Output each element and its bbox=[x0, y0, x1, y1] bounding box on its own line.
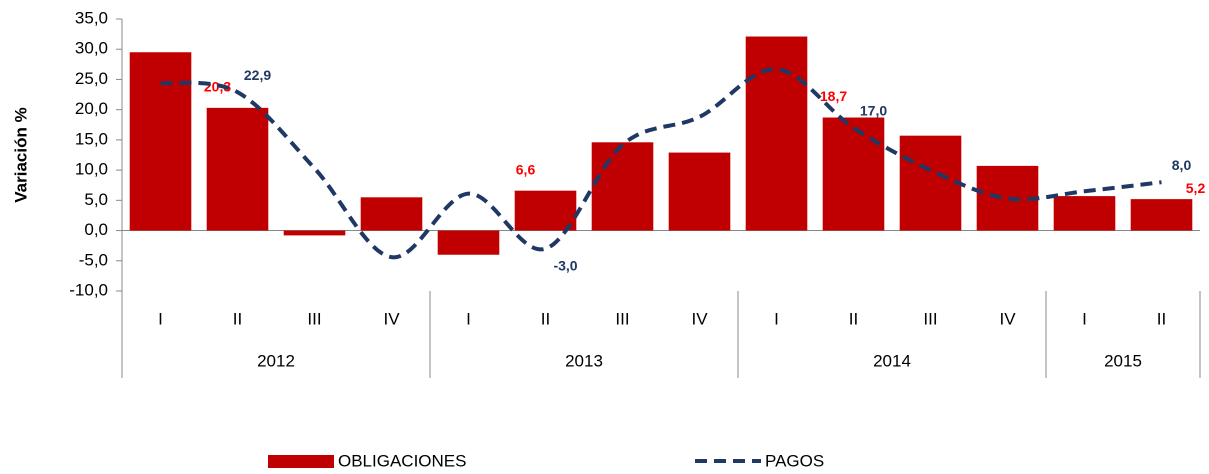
group-label: 2015 bbox=[1104, 351, 1142, 370]
group-label: 2012 bbox=[257, 351, 295, 370]
y-tick-label: 15,0 bbox=[75, 129, 108, 148]
x-tick-label: II bbox=[1157, 309, 1166, 328]
x-tick-label: III bbox=[307, 309, 321, 328]
y-tick-label: 35,0 bbox=[75, 8, 108, 27]
x-tick-label: I bbox=[774, 309, 779, 328]
legend-label: PAGOS bbox=[765, 451, 824, 469]
data-label: 6,6 bbox=[516, 161, 536, 177]
x-tick-label: IV bbox=[691, 309, 708, 328]
x-tick-label: I bbox=[158, 309, 163, 328]
y-tick-label: 30,0 bbox=[75, 39, 108, 58]
y-tick-label: 25,0 bbox=[75, 69, 108, 88]
data-label: 8,0 bbox=[1172, 157, 1192, 173]
group-label: 2014 bbox=[873, 351, 911, 370]
data-label: 5,2 bbox=[1186, 180, 1206, 196]
bar bbox=[1130, 199, 1193, 231]
bar bbox=[745, 36, 808, 231]
bar bbox=[129, 52, 192, 231]
y-tick-label: 5,0 bbox=[84, 190, 108, 209]
y-tick-label: -10,0 bbox=[69, 280, 108, 299]
y-tick-label: -5,0 bbox=[79, 250, 108, 269]
bar bbox=[514, 190, 577, 231]
y-tick-label: 0,0 bbox=[84, 220, 108, 239]
y-axis-label: Variación % bbox=[11, 107, 30, 202]
data-label: 22,9 bbox=[244, 67, 271, 83]
x-tick-label: IV bbox=[999, 309, 1016, 328]
x-tick-label: II bbox=[541, 309, 550, 328]
bar bbox=[360, 197, 423, 231]
group-label: 2013 bbox=[565, 351, 603, 370]
bar bbox=[206, 107, 269, 231]
legend-label: OBLIGACIONES bbox=[338, 451, 466, 469]
bar bbox=[822, 117, 885, 231]
bar bbox=[899, 135, 962, 231]
bar bbox=[1053, 196, 1116, 231]
y-tick-label: 10,0 bbox=[75, 160, 108, 179]
data-label: 18,7 bbox=[820, 88, 847, 104]
x-tick-label: III bbox=[615, 309, 629, 328]
y-tick-label: 20,0 bbox=[75, 99, 108, 118]
legend-swatch bbox=[268, 455, 334, 468]
bar bbox=[437, 230, 500, 255]
bar bbox=[591, 142, 654, 231]
x-tick-label: III bbox=[923, 309, 937, 328]
x-tick-label: II bbox=[849, 309, 858, 328]
x-tick-label: I bbox=[1082, 309, 1087, 328]
data-label: 17,0 bbox=[860, 103, 887, 119]
x-tick-label: I bbox=[466, 309, 471, 328]
bar bbox=[668, 152, 731, 231]
x-tick-label: II bbox=[233, 309, 242, 328]
x-tick-label: IV bbox=[383, 309, 400, 328]
data-label: -3,0 bbox=[553, 257, 577, 273]
line bbox=[160, 67, 1162, 260]
bar bbox=[283, 230, 346, 236]
